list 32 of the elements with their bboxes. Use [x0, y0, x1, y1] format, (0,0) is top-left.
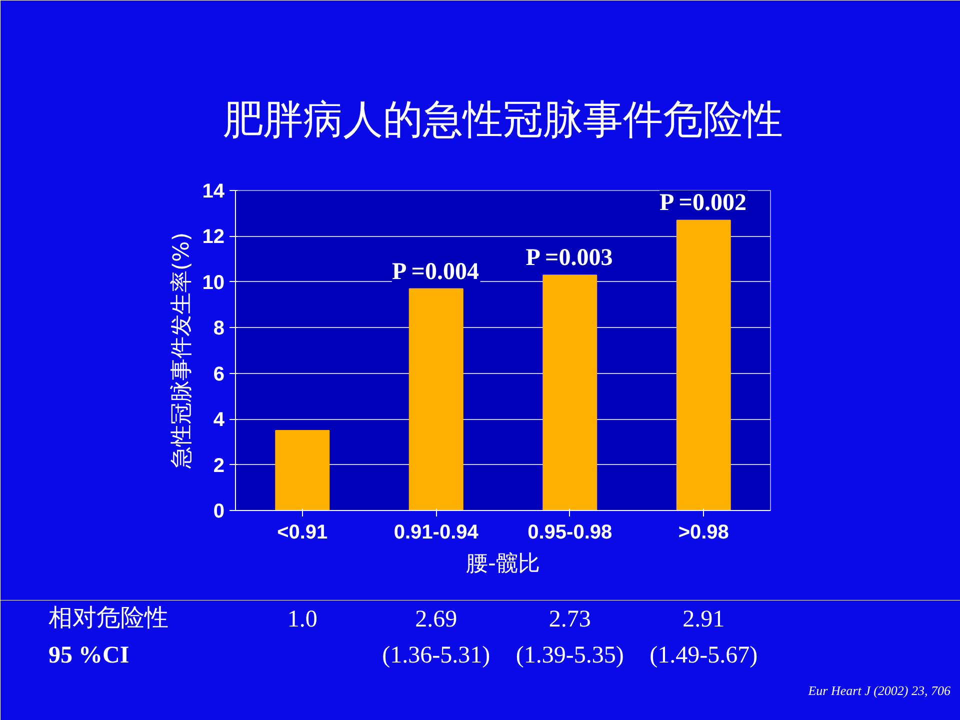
y-axis-title: 急性冠脉事件发生率(%) [169, 232, 194, 470]
y-tick-label: 10 [202, 272, 225, 294]
text: 95 %CI [48, 642, 130, 668]
y-tick-label: 0 [213, 500, 224, 522]
annotation: P =0.002 [659, 190, 746, 216]
y-tick-label: 12 [202, 226, 225, 248]
x-tick-label: >0.98 [678, 522, 729, 544]
text: (1.36-5.31) [382, 642, 490, 668]
text: Eur Heart J (2002) 23, 706 [807, 683, 951, 698]
text: (1.39-5.35) [516, 642, 624, 668]
bar [676, 220, 731, 510]
y-tick-label: 4 [213, 409, 226, 432]
text: 2.69 [415, 606, 458, 632]
y-tick-label: 2 [213, 454, 224, 477]
y-tick-label: 8 [213, 318, 224, 340]
chart-title: 肥胖病人的急性冠脉事件危险性 [223, 97, 783, 143]
x-tick-label: <0.91 [277, 522, 328, 544]
annotation: P =0.004 [392, 258, 479, 285]
x-axis-title: 腰-髋比 [466, 552, 540, 576]
y-tick-label: 14 [202, 180, 226, 202]
x-tick-label: 0.95-0.98 [528, 522, 612, 544]
text: 1.0 [287, 606, 318, 632]
bar [408, 288, 464, 510]
text: (1.49-5.67) [650, 642, 758, 668]
y-tick-label: 6 [213, 363, 224, 386]
text: 2.73 [548, 606, 591, 632]
annotation: P =0.003 [526, 245, 613, 272]
text: 2.91 [682, 606, 725, 632]
text: 相对危险性 [48, 606, 168, 632]
x-tick-label: 0.91-0.94 [394, 522, 480, 544]
bar [275, 430, 330, 510]
bar [542, 274, 598, 510]
